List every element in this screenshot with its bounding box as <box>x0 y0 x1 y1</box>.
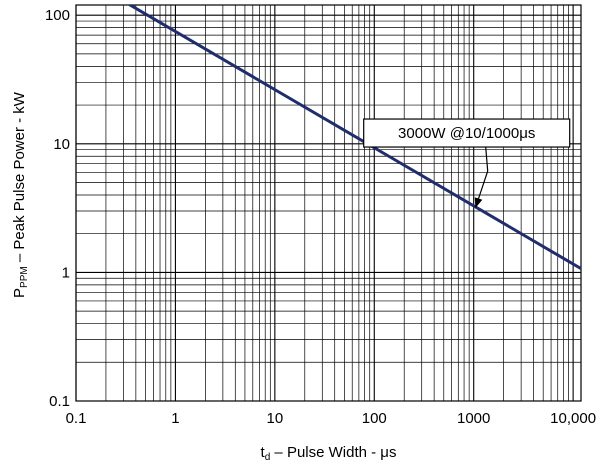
annotation-text: 3000W @10/1000μs <box>398 125 535 142</box>
x-tick-labels: 0.1 1 10 100 1000 10,000 <box>66 410 597 427</box>
x-tick-label: 10,000 <box>550 410 596 427</box>
x-tick-label: 1000 <box>457 410 490 427</box>
x-tick-label: 100 <box>362 410 387 427</box>
x-axis-label-rest: – Pulse Width - μs <box>270 444 396 461</box>
annotation-box <box>363 118 571 148</box>
x-tick-label: 10 <box>267 410 284 427</box>
y-axis-label-rest: – Peak Pulse Power - kW <box>11 91 28 266</box>
x-tick-label: 1 <box>171 410 179 427</box>
major-grid <box>75 5 581 402</box>
y-tick-label: 100 <box>45 7 70 24</box>
y-axis-label-main: P <box>11 288 28 298</box>
x-axis-label-main: t <box>261 444 266 461</box>
x-axis-label: td – Pulse Width - μs <box>261 444 397 463</box>
y-tick-label: 0.1 <box>49 393 70 410</box>
y-tick-label: 1 <box>62 264 70 281</box>
series-line-0 <box>127 5 581 271</box>
y-tick-labels: 0.1 1 10 100 <box>45 7 70 410</box>
series-layer <box>127 5 581 271</box>
x-axis-label-sub: d <box>265 452 271 463</box>
minor-grid <box>76 5 581 401</box>
plot-frame <box>75 4 582 402</box>
y-axis-label-sub: PPM <box>19 266 30 288</box>
y-tick-label: 10 <box>53 136 70 153</box>
y-axis-label: PPPM – Peak Pulse Power - kW <box>11 91 30 298</box>
annotation-layer: 3000W @10/1000μs <box>363 118 571 208</box>
annotation-arrow <box>474 146 489 208</box>
x-tick-label: 0.1 <box>66 410 87 427</box>
